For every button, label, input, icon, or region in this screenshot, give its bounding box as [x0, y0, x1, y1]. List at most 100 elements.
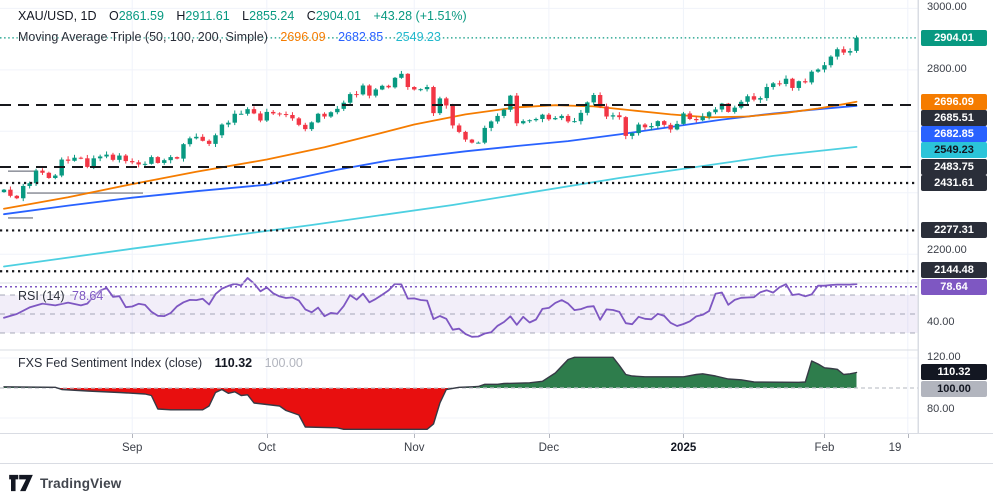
chart-plot-area[interactable] [0, 0, 993, 433]
candle [706, 112, 712, 117]
candle [508, 95, 513, 110]
candle [450, 105, 455, 126]
candle [187, 138, 193, 145]
ma-legend-title: Moving Average Triple (50, 100, 200, Sim… [18, 30, 268, 44]
candle [14, 195, 20, 199]
candle [200, 136, 205, 141]
rsi-legend-title: RSI (14) [18, 289, 65, 303]
chart-canvas[interactable] [0, 0, 993, 433]
candle [674, 123, 680, 130]
candle [155, 157, 161, 163]
watermark: TradingView [8, 473, 121, 493]
candle [726, 103, 731, 112]
candle [46, 172, 52, 178]
price-badge: 2431.61 [921, 175, 987, 191]
candle [790, 78, 795, 88]
price-axis[interactable]: 3000.00 2800.00 2200.00 40.00 120.00 80.00 290… [918, 0, 993, 463]
candle [142, 163, 148, 165]
candle [745, 96, 750, 102]
candle [758, 98, 763, 100]
candle [53, 175, 58, 178]
candle [636, 124, 641, 134]
ohlc-high-label: H [176, 9, 186, 23]
price-badge: 110.32 [921, 364, 987, 380]
candle [162, 160, 167, 163]
candle [771, 83, 776, 88]
ohlc-low-label: L [242, 9, 250, 23]
sentiment-value: 110.32 [214, 356, 253, 370]
rsi-indicator-legend[interactable]: RSI (14) 78.64 [18, 289, 103, 303]
candle [149, 157, 154, 164]
candle [476, 142, 481, 144]
candle [309, 122, 314, 130]
candle [315, 113, 321, 123]
candle [713, 109, 718, 113]
price-badge: 2483.75 [921, 159, 987, 175]
candle [33, 170, 39, 184]
candle [553, 118, 558, 120]
time-axis[interactable]: Sep Oct Nov Dec 2025 Feb 19 [0, 433, 993, 464]
candle [828, 56, 834, 66]
candle [232, 113, 237, 123]
candle [379, 85, 385, 90]
candle [399, 73, 404, 78]
candle [360, 85, 366, 95]
ohlc-low: 2855.24 [249, 9, 295, 23]
candle [796, 81, 802, 88]
ma-indicator-legend[interactable]: Moving Average Triple (50, 100, 200, Sim… [18, 30, 441, 44]
date-label: 2025 [670, 442, 697, 454]
candle [604, 106, 609, 117]
price-badge: 2685.51 [921, 110, 987, 126]
price-badge: 2144.48 [921, 262, 987, 278]
candle [136, 162, 141, 165]
price-tick-label: 2800.00 [927, 63, 967, 75]
price-badge: 2549.23 [921, 142, 987, 158]
candle [85, 158, 90, 167]
candle [822, 65, 827, 70]
symbol-legend[interactable]: XAU/USD, 1D O2861.59 H2911.61 L2855.24 C… [18, 9, 467, 23]
time-tick [824, 434, 826, 438]
candle [72, 157, 77, 161]
candle [418, 89, 423, 91]
candle [258, 113, 263, 121]
candle [367, 85, 372, 96]
indicator-line [3, 146, 858, 268]
time-tick [683, 434, 685, 438]
candle [565, 115, 571, 122]
candle [168, 157, 173, 161]
candle [130, 161, 135, 163]
candle [251, 109, 257, 114]
candle [527, 120, 532, 122]
candle [123, 155, 128, 162]
date-label: Sep [121, 442, 143, 454]
sentiment-indicator-legend[interactable]: FXS Fed Sentiment Index (close) 110.32 1… [18, 356, 303, 370]
candle [585, 102, 590, 113]
candle [444, 98, 449, 106]
candle [629, 133, 635, 136]
sentiment-area-negative [4, 388, 857, 430]
candle [97, 156, 103, 159]
candle [213, 135, 218, 144]
candle [322, 113, 327, 117]
candle [617, 115, 622, 118]
candle [501, 109, 507, 116]
candle [104, 154, 109, 157]
ma100-value: 2682.85 [338, 30, 384, 44]
candle [431, 87, 436, 114]
candle [245, 109, 250, 114]
candle [809, 71, 814, 83]
candle [668, 124, 673, 130]
price-tick-label: 3000.00 [927, 1, 967, 13]
time-tick [414, 434, 416, 438]
price-badge: 78.64 [921, 279, 987, 295]
candle [495, 115, 500, 122]
candle [783, 78, 789, 84]
candle [681, 113, 686, 124]
sentiment-area-positive [4, 357, 857, 388]
candle [283, 114, 289, 116]
candle [290, 114, 295, 119]
sentiment-baseline-value: 100.00 [264, 356, 303, 370]
candle [655, 121, 661, 127]
time-tick [907, 434, 909, 438]
